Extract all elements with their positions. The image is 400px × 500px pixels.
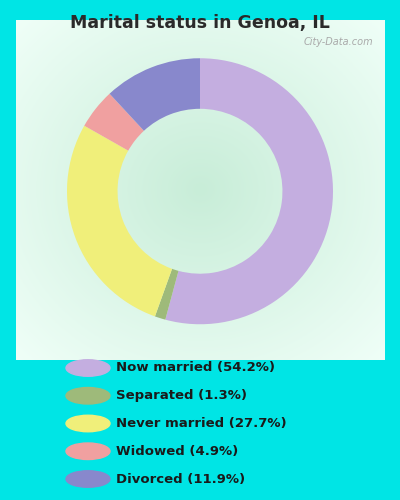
Wedge shape [165,58,333,324]
Text: Never married (27.7%): Never married (27.7%) [116,417,287,430]
Wedge shape [84,94,144,150]
Text: Now married (54.2%): Now married (54.2%) [116,362,275,374]
Wedge shape [110,58,200,131]
Circle shape [66,360,110,376]
Text: Divorced (11.9%): Divorced (11.9%) [116,472,245,486]
Circle shape [66,388,110,404]
Text: Widowed (4.9%): Widowed (4.9%) [116,445,238,458]
Wedge shape [67,126,172,316]
Text: Separated (1.3%): Separated (1.3%) [116,389,247,402]
Text: Marital status in Genoa, IL: Marital status in Genoa, IL [70,14,330,32]
Text: City-Data.com: City-Data.com [303,37,373,47]
Circle shape [66,471,110,487]
Circle shape [66,443,110,460]
Wedge shape [155,269,178,320]
Circle shape [66,415,110,432]
